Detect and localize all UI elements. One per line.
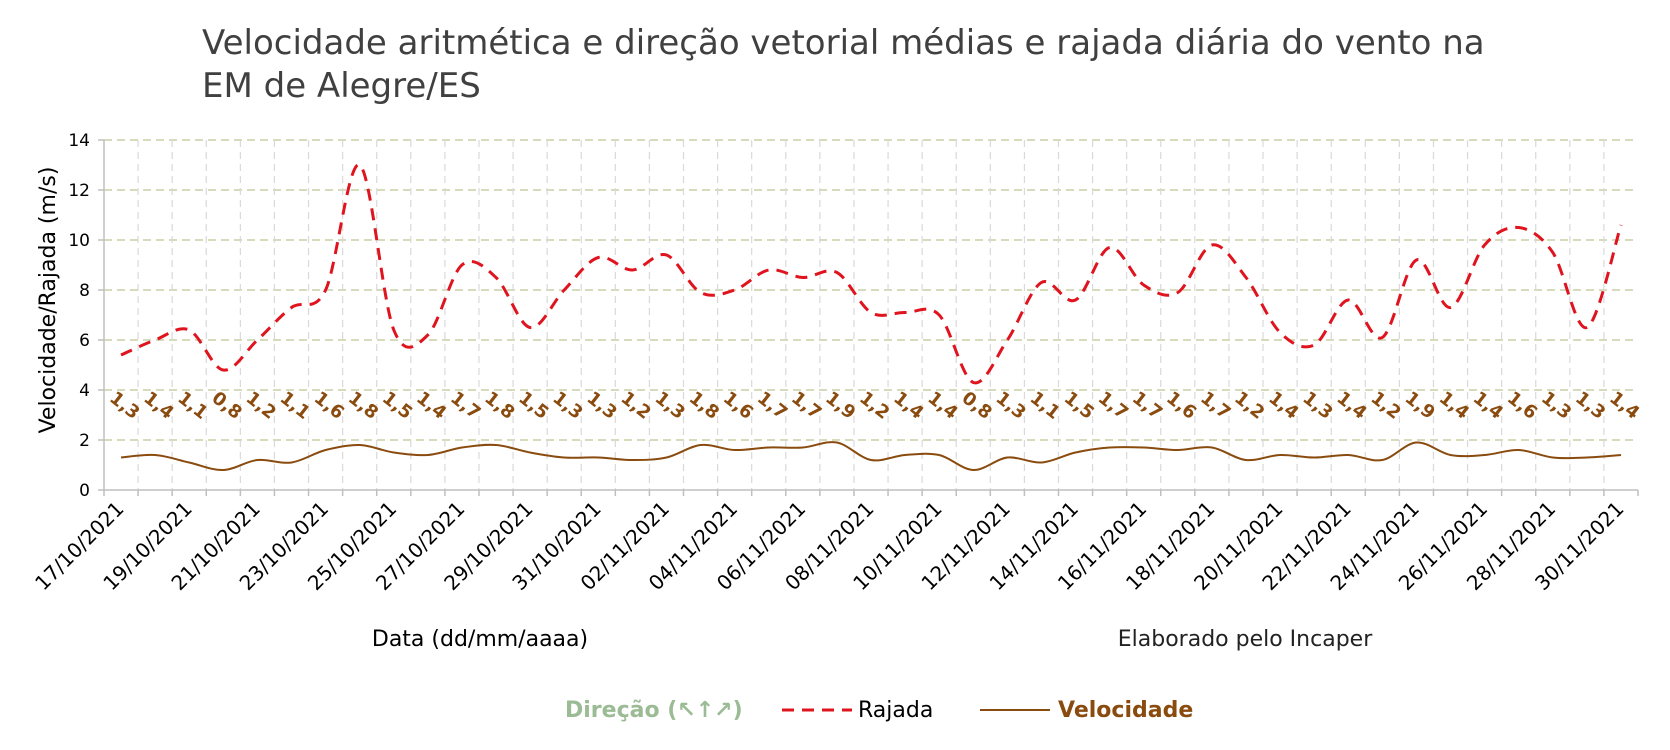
x-tick-labels: 17/10/202119/10/202121/10/202123/10/2021… — [30, 497, 1628, 595]
legend-rajada: Rajada — [858, 698, 933, 723]
y-tick-label-8: 8 — [79, 281, 90, 301]
legend-velocidade: Velocidade — [1058, 698, 1193, 723]
y-tick-label-0: 0 — [79, 481, 90, 501]
vertical-gridlines — [137, 140, 1605, 490]
y-tick-labels: 0 2 4 6 8 10 12 14 — [68, 131, 90, 501]
horizontal-gridlines — [104, 139, 1638, 441]
series-line-rajada — [120, 163, 1623, 385]
y-tick-label-6: 6 — [79, 331, 90, 351]
y-tick-label-2: 2 — [79, 431, 90, 451]
data-labels-velocidade: 1,31,41,10,81,21,11,61,81,51,41,71,81,51… — [105, 388, 1643, 424]
chart-title-line-2: EM de Alegre/ES — [202, 66, 481, 106]
series-line-velocidade — [120, 441, 1622, 472]
legend: Direção (↖↑↗) Rajada Velocidade — [565, 698, 1193, 723]
x-axis-label: Data (dd/mm/aaaa) — [372, 627, 588, 652]
y-tick-label-12: 12 — [68, 181, 90, 201]
credit-text: Elaborado pelo Incaper — [1118, 627, 1373, 652]
chart-title-line-1: Velocidade aritmética e direção vetorial… — [202, 23, 1485, 63]
y-tick-label-14: 14 — [68, 131, 90, 151]
data-label-velocidade: 1,4 — [1605, 388, 1643, 424]
axes — [98, 139, 1639, 496]
y-axis-label: Velocidade/Rajada (m/s) — [36, 167, 61, 434]
y-tick-label-10: 10 — [68, 231, 90, 251]
y-tick-label-4: 4 — [79, 381, 90, 401]
legend-direcao: Direção (↖↑↗) — [565, 698, 743, 723]
